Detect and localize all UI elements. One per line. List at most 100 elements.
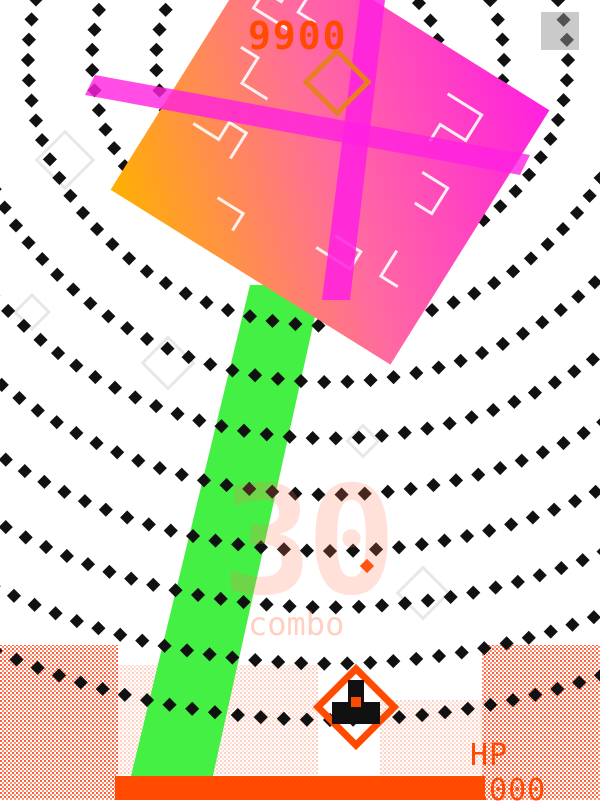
bullet (63, 189, 77, 203)
bullet (153, 461, 167, 475)
bullet (404, 482, 418, 496)
bullet (85, 43, 99, 57)
bullet (415, 537, 429, 551)
bullet (535, 315, 549, 329)
bullet (576, 553, 590, 567)
bullet (533, 568, 547, 582)
bullet (179, 286, 193, 300)
bullet (460, 529, 474, 543)
bullet (423, 14, 437, 28)
block-left (0, 645, 118, 800)
bullet (108, 381, 122, 395)
bullet (556, 222, 570, 236)
bullet (443, 416, 457, 430)
bullet (524, 251, 538, 265)
bullet (12, 391, 26, 405)
bullet (120, 510, 134, 524)
hp-bar (115, 776, 485, 800)
bullet (543, 132, 557, 146)
bullet (515, 454, 529, 468)
pause-square-icon[interactable] (541, 12, 579, 50)
bullet (495, 33, 509, 47)
bullet (102, 565, 116, 579)
bullet (504, 517, 518, 531)
bullet (99, 503, 113, 517)
bullet (483, 0, 497, 7)
bullet (48, 606, 62, 620)
bullet (31, 403, 45, 417)
bullet (9, 218, 23, 232)
bullet (547, 503, 561, 517)
bullet (1, 304, 15, 318)
bullet (175, 468, 189, 482)
bullet (317, 375, 331, 389)
bullet (66, 282, 80, 296)
bullet (192, 413, 206, 427)
bullet (482, 524, 496, 538)
bullet (506, 264, 520, 278)
bullet (516, 327, 530, 341)
bullet (21, 236, 35, 250)
bullet (101, 309, 115, 323)
bullet (33, 333, 47, 347)
bullet (19, 530, 33, 544)
bullet (596, 415, 600, 429)
bullet (577, 426, 591, 440)
bullet (567, 364, 581, 378)
bullet (489, 581, 503, 595)
bullet (587, 610, 600, 624)
bullet (83, 296, 97, 310)
bullet (507, 395, 521, 409)
bullet (437, 534, 451, 548)
bullet (594, 171, 600, 185)
bullet (0, 201, 12, 215)
bullet (471, 468, 485, 482)
bullet (50, 268, 64, 282)
bullet (588, 275, 600, 289)
bullet (556, 436, 570, 450)
bullet (50, 415, 64, 429)
bullet (409, 366, 423, 380)
bullet (221, 303, 235, 317)
bullet (412, 0, 426, 10)
bullet (556, 93, 570, 107)
bullet (554, 303, 568, 317)
bullet (159, 276, 173, 290)
bullet (551, 113, 565, 127)
bullet (493, 461, 507, 475)
bullet (491, 12, 505, 26)
score: 9900 (248, 14, 348, 58)
hp-label: HP 1000 (470, 738, 600, 808)
bullet (487, 276, 501, 290)
bullet (24, 93, 38, 107)
bullet (22, 33, 36, 47)
bullet (164, 524, 178, 538)
bullet (568, 494, 582, 508)
bullet (526, 510, 540, 524)
bullet (541, 237, 555, 251)
bullet (69, 358, 83, 372)
bullet (548, 375, 562, 389)
bullet (170, 407, 184, 421)
bullet (22, 73, 36, 87)
bullet (486, 403, 500, 417)
bullet (454, 354, 468, 368)
bullet (146, 578, 160, 592)
bullet (140, 332, 154, 346)
bullet (90, 222, 104, 236)
bullet (124, 572, 138, 586)
combo-label: combo (248, 605, 344, 643)
bullet (29, 113, 43, 127)
bullet (522, 168, 536, 182)
bullet (497, 53, 511, 67)
bullet (0, 182, 2, 196)
bullet (565, 618, 579, 632)
bullet (17, 319, 31, 333)
bullet (544, 625, 558, 639)
bullet (386, 654, 400, 668)
bullet (392, 540, 406, 554)
bullet (306, 431, 320, 445)
bullet (199, 295, 213, 309)
bullet (421, 593, 435, 607)
